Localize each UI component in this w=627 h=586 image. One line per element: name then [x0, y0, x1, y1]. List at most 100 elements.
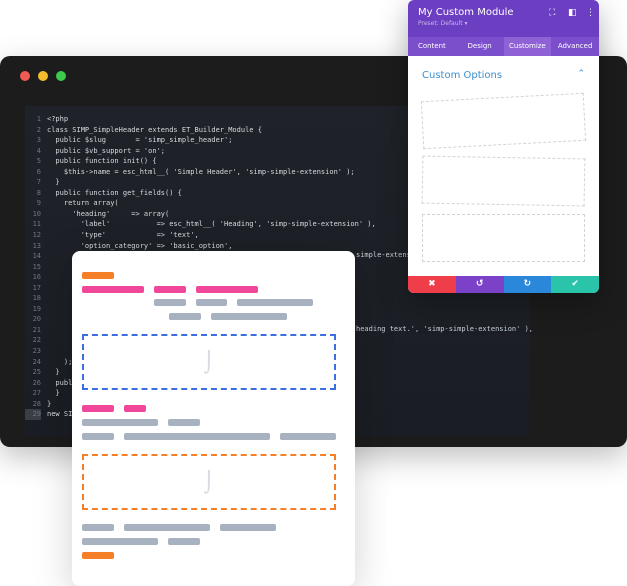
code-text: public	[47, 378, 81, 387]
more-icon[interactable]: ⋮	[586, 8, 595, 18]
code-fragment: simple-extension	[356, 251, 424, 259]
code-line: 3 public $slug = 'simp_simple_header';	[25, 135, 376, 146]
drop-zone-orange[interactable]: ⌡	[82, 454, 336, 510]
line-number: 3	[36, 136, 41, 145]
placeholder-bar	[82, 419, 158, 426]
option-placeholder[interactable]	[421, 155, 586, 207]
layout-preview-card: ⌡ ⌡	[72, 251, 355, 586]
placeholder-bar	[82, 405, 114, 412]
code-text: }	[47, 368, 60, 377]
code-line: 7 }	[25, 177, 376, 188]
placeholder-bar	[82, 433, 114, 440]
tab-customize[interactable]: Customize	[503, 37, 552, 56]
line-number: 11	[32, 220, 41, 229]
code-line: 25 }	[25, 367, 376, 378]
line-number: 6	[36, 167, 41, 176]
line-number: 9	[36, 199, 41, 208]
code-listing: 1 <?php 2 class SIMP_SimpleHeader extends E…	[25, 114, 376, 420]
code-line: 18	[25, 293, 376, 304]
placeholder-bar	[154, 286, 186, 293]
section-title[interactable]: Custom Options	[422, 70, 503, 81]
chevron-up-icon[interactable]: ⌃	[577, 69, 585, 79]
placeholder-bar	[168, 419, 200, 426]
code-line: 24 );	[25, 357, 376, 368]
placeholder-bar	[169, 313, 201, 320]
placeholder-bar	[82, 524, 114, 531]
line-number: 16	[32, 273, 41, 282]
placeholder-bar	[280, 433, 336, 440]
code-fragment: heading text.', 'simp-simple-extension' …	[356, 325, 534, 333]
code-line: 4 public $vb_support = 'on';	[25, 146, 376, 157]
redo-button[interactable]: ↻	[503, 276, 552, 293]
code-text: class SIMP_SimpleHeader extends ET_Build…	[47, 125, 262, 134]
placeholder-bar	[82, 552, 114, 559]
option-placeholder[interactable]	[420, 92, 587, 150]
code-line: 13 'option_category' => 'basic_option',	[25, 241, 376, 252]
line-number: 1	[36, 115, 41, 123]
code-text: }	[47, 178, 60, 187]
undo-button[interactable]: ↺	[455, 276, 504, 293]
placeholder-bar	[196, 286, 258, 293]
code-line: 15	[25, 262, 376, 273]
code-text: 'heading' => array(	[47, 209, 170, 218]
line-number: 5	[36, 157, 41, 166]
panel-tabs: Content Design Customize Advanced	[408, 37, 599, 56]
code-line: 5 public function init() {	[25, 156, 376, 167]
placeholder-bar	[196, 299, 227, 306]
line-number: 21	[32, 325, 41, 334]
check-icon: ✔	[571, 279, 579, 289]
placeholder-bar	[154, 299, 186, 306]
line-number: 24	[32, 357, 41, 366]
preset-dropdown[interactable]: Preset: Default ▾	[418, 20, 468, 27]
close-icon: ✖	[428, 279, 436, 289]
code-text: 'type' => 'text',	[47, 231, 199, 240]
sidebar-icon[interactable]: ◧	[568, 8, 577, 18]
code-text: public function get_fields() {	[47, 188, 182, 197]
code-line: 2 class SIMP_SimpleHeader extends ET_Buil…	[25, 125, 376, 136]
undo-icon: ↺	[475, 279, 484, 289]
code-line: 8 public function get_fields() {	[25, 188, 376, 199]
close-window-dot[interactable]	[20, 71, 30, 81]
line-number: 25	[32, 368, 41, 377]
code-text: }	[47, 399, 52, 408]
code-line: 26 public	[25, 378, 376, 389]
minimize-window-dot[interactable]	[38, 71, 48, 81]
focus-icon[interactable]: ⛶	[549, 8, 556, 18]
panel-title: My Custom Module	[418, 7, 514, 18]
cancel-button[interactable]: ✖	[408, 276, 456, 293]
option-placeholder[interactable]	[422, 214, 585, 262]
line-number: 4	[36, 146, 41, 155]
redo-icon: ↻	[523, 279, 532, 289]
code-text: );	[47, 357, 73, 366]
line-number: 22	[32, 336, 41, 345]
hook-icon: ⌡	[203, 470, 215, 494]
placeholder-bar	[237, 299, 313, 306]
line-number: 26	[32, 378, 41, 387]
module-settings-panel: My Custom Module Preset: Default ▾ ⛶ ◧ ⋮…	[408, 0, 599, 293]
code-line: 6 $this->name = esc_html__( 'Simple Head…	[25, 167, 376, 178]
save-button[interactable]: ✔	[551, 276, 599, 293]
drop-zone-blue[interactable]: ⌡	[82, 334, 336, 390]
code-text: }	[47, 389, 60, 398]
tab-content[interactable]: Content	[417, 42, 446, 50]
line-number: 15	[32, 262, 41, 271]
code-line: 14	[25, 251, 376, 262]
line-number: 7	[36, 178, 41, 187]
line-number: 28	[32, 399, 41, 408]
line-number: 29	[25, 409, 41, 420]
code-line: 9 return array(	[25, 198, 376, 209]
code-line: 28}	[25, 399, 376, 410]
maximize-window-dot[interactable]	[56, 71, 66, 81]
placeholder-bar	[82, 286, 144, 293]
tab-design[interactable]: Design	[467, 42, 492, 50]
code-text: public function init() {	[47, 157, 157, 166]
code-line: 12 'type' => 'text',	[25, 230, 376, 241]
code-line: 21	[25, 325, 376, 336]
placeholder-bar	[168, 538, 200, 545]
line-number: 17	[32, 283, 41, 292]
code-line: 11 'label' => esc_html__( 'Heading', 'si…	[25, 219, 376, 230]
tab-advanced[interactable]: Advanced	[557, 42, 593, 50]
code-line: 20	[25, 314, 376, 325]
code-line: 27 }	[25, 388, 376, 399]
code-text: 'label' => esc_html__( 'Heading', 'simp-…	[47, 220, 376, 229]
